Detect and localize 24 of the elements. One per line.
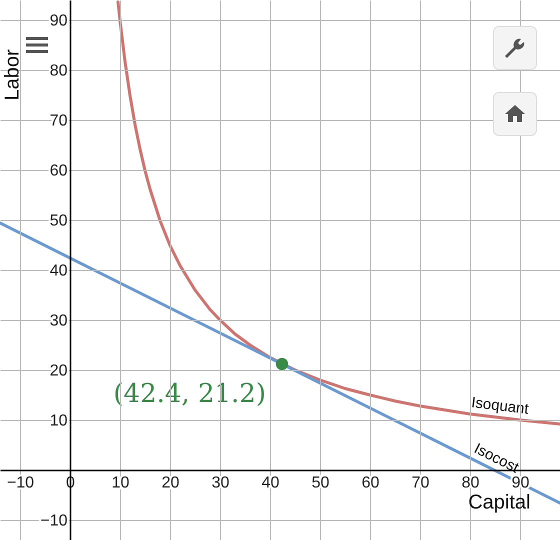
x-tick-label: 30 [212, 474, 230, 492]
x-tick-label: 70 [412, 474, 430, 492]
x-tick-label: 60 [362, 474, 380, 492]
y-tick-label: 60 [50, 162, 68, 180]
x-tick-label: 20 [162, 474, 180, 492]
y-tick-label: 70 [50, 112, 68, 130]
y-axis-title: Labor [2, 49, 24, 100]
annotation: (42.4, 21.2) [113, 379, 266, 409]
x-tick-label: 80 [462, 474, 480, 492]
y-tick-label: 80 [50, 62, 68, 80]
x-tick-label: −10 [6, 474, 34, 492]
y-tick-label: −10 [40, 512, 68, 530]
y-tick-label: 40 [50, 262, 68, 280]
y-tick-label: 20 [50, 362, 68, 380]
x-tick-label: 10 [112, 474, 130, 492]
y-tick-label: 90 [50, 12, 68, 30]
y-tick-label: 50 [50, 212, 68, 230]
x-axis-title: Capital [468, 492, 530, 514]
text: Isoquant [470, 394, 530, 418]
y-tick-label: 30 [50, 312, 68, 330]
x-tick-label: 40 [262, 474, 280, 492]
x-tick-label: 50 [312, 474, 330, 492]
line-series [116, 0, 560, 426]
y-tick-label: 10 [50, 412, 68, 430]
